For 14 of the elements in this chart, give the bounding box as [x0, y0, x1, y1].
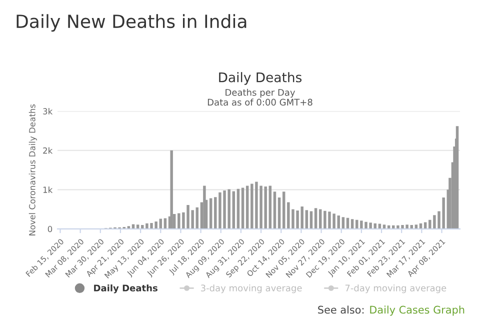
y-tick-label: 3k — [43, 108, 53, 114]
text: Daily Cases Graph — [370, 306, 464, 316]
y-tick-label: 0 — [48, 226, 52, 232]
legend-label: 7-day moving average — [345, 284, 446, 294]
y-tick-label: 1k — [43, 186, 53, 193]
text: Deaths per Day — [226, 88, 296, 98]
y-axis-title: Novel Coronavirus Daily Deaths — [28, 104, 37, 236]
y-tick-label: 2k — [43, 147, 53, 154]
text: Data as of 0:00 GMT+8 — [208, 98, 312, 106]
chart-subtitle: Daily Deaths — [219, 72, 302, 85]
text: Daily Deaths — [94, 284, 158, 294]
text: See also: — [318, 306, 364, 314]
chart-title: Daily New Deaths in India — [16, 14, 246, 32]
legend-label: 3-day moving average — [201, 284, 302, 294]
